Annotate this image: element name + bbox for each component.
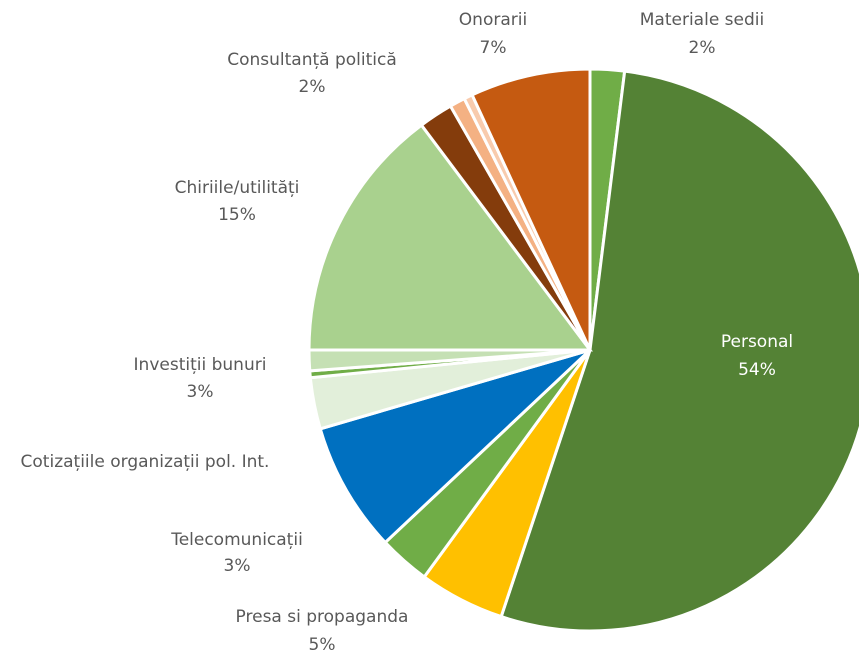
slice (499, 69, 859, 633)
slice-label: 3% (223, 556, 251, 576)
slice (318, 348, 592, 545)
slice-label: 2% (688, 38, 716, 58)
slice-label: 7% (479, 38, 507, 58)
slice-label: Investiții bunuri (133, 355, 267, 375)
slice-label: 54% (738, 360, 776, 380)
slice-label: Telecomunicații (171, 530, 303, 550)
slice-label: 3% (186, 382, 214, 402)
slice-label: 2% (298, 77, 326, 97)
slice-label: Presa si propaganda (235, 607, 409, 627)
slice-label: Consultanță politică (227, 50, 397, 70)
slice-label: 15% (218, 205, 256, 225)
slice-label: Onorarii (458, 10, 528, 30)
slice-label: Chiriile/utilități (174, 178, 300, 198)
slice-label: 5% (308, 635, 336, 655)
slice-label: Materiale sedii (639, 10, 765, 30)
slice (470, 67, 592, 351)
slice-label: Cotizațiile organizații pol. Int. (20, 452, 270, 472)
slice-label: Personal (720, 332, 794, 352)
slice (307, 123, 593, 352)
